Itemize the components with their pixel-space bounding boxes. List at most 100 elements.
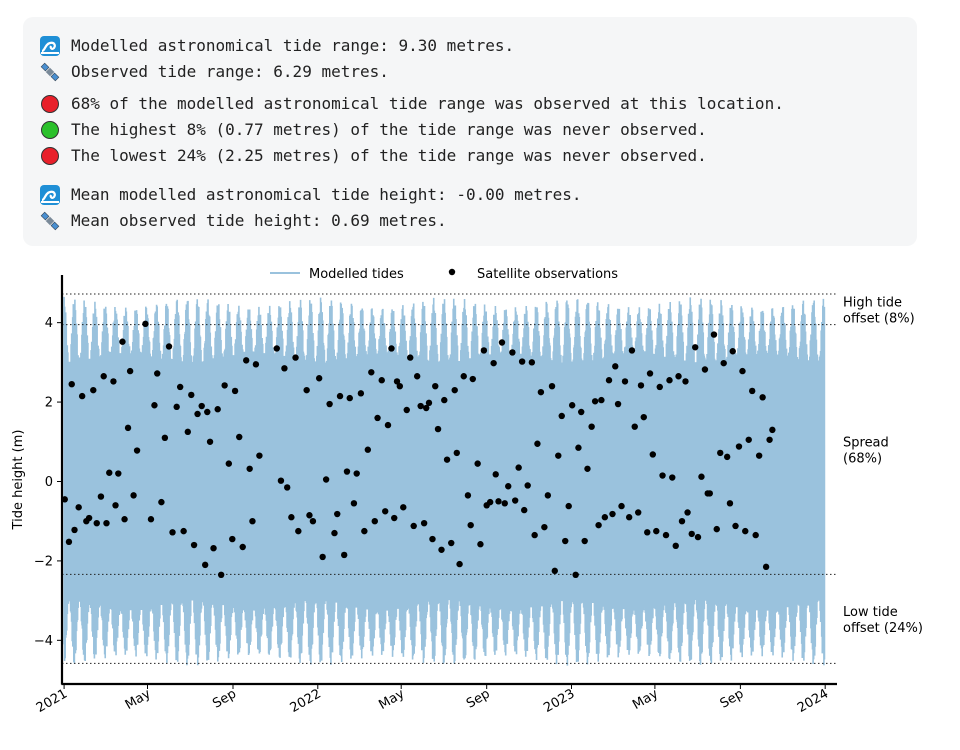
- observation-point: [154, 370, 161, 377]
- observation-point: [417, 402, 424, 410]
- modelled-tides-series: [63, 296, 826, 666]
- observation-point: [612, 363, 619, 370]
- observation-point: [688, 530, 695, 538]
- observation-point: [759, 394, 766, 401]
- observation-point: [388, 345, 395, 352]
- observation-point: [165, 343, 173, 350]
- x-tick-label: 2021: [34, 686, 70, 716]
- observation-point: [480, 347, 488, 354]
- observation-point: [653, 527, 660, 535]
- satellite-icon: [39, 61, 61, 83]
- observation-point: [713, 525, 720, 533]
- summary-text: Observed tide range: 6.29 metres.: [71, 62, 389, 81]
- observation-point: [378, 377, 385, 384]
- observation-point: [531, 531, 538, 539]
- observation-point: [126, 367, 134, 375]
- observation-point: [214, 406, 221, 413]
- observation-point: [628, 347, 636, 354]
- observation-point: [161, 434, 169, 442]
- observation-point: [441, 396, 448, 404]
- observation-point: [331, 529, 338, 537]
- observation-point: [635, 509, 642, 516]
- wave-icon: [39, 184, 61, 206]
- observation-point: [469, 375, 476, 383]
- observation-point: [739, 367, 746, 375]
- observation-point: [749, 387, 756, 395]
- observation-point: [353, 470, 360, 477]
- observation-point: [572, 571, 579, 579]
- observation-point: [698, 473, 705, 480]
- observation-point: [501, 500, 508, 507]
- observation-point: [682, 378, 689, 385]
- observation-point: [631, 423, 638, 430]
- observation-point: [495, 498, 502, 505]
- observation-point: [732, 522, 739, 530]
- observation-point: [692, 344, 699, 351]
- observation-point: [71, 526, 78, 534]
- observation-point: [391, 514, 398, 522]
- observation-point: [528, 359, 536, 366]
- observation-point: [176, 383, 184, 391]
- observation-point: [217, 571, 225, 579]
- annotation-line: Low tide: [843, 605, 898, 620]
- observation-point: [97, 493, 105, 500]
- observation-point: [393, 378, 401, 385]
- observation-point: [340, 551, 348, 559]
- observation-point: [521, 506, 528, 514]
- observation-point: [568, 402, 576, 409]
- observation-point: [184, 428, 192, 436]
- observation-point: [403, 406, 410, 414]
- observation-point: [467, 521, 474, 529]
- reference-lines: [62, 293, 837, 664]
- annotation-line: (68%): [843, 452, 882, 467]
- observation-point: [490, 359, 497, 367]
- observation-point: [548, 382, 556, 390]
- x-tick-label: Sep: [210, 686, 239, 711]
- observation-point: [492, 471, 499, 478]
- observation-point: [180, 527, 187, 535]
- observation-point: [614, 400, 622, 408]
- observation-point: [103, 519, 110, 527]
- observation-point: [413, 373, 421, 380]
- observation-point: [581, 537, 588, 545]
- observation-point: [464, 492, 472, 499]
- annotation-line: High tide: [843, 296, 902, 311]
- observation-point: [309, 517, 317, 525]
- observation-point: [434, 425, 442, 433]
- observation-point: [210, 544, 217, 552]
- observation-point: [236, 433, 243, 441]
- observation-point: [453, 449, 460, 457]
- observation-point: [625, 514, 633, 521]
- x-tick-label: May: [123, 686, 154, 713]
- observation-point: [598, 396, 605, 404]
- observation-point: [322, 476, 330, 483]
- observation-point: [315, 375, 323, 382]
- y-tick-label: 4: [45, 316, 53, 331]
- observation-point: [766, 436, 773, 443]
- observation-point: [565, 502, 572, 510]
- observation-point: [343, 468, 351, 475]
- observation-point: [90, 386, 97, 394]
- annotation-label: Spread (68%): [843, 436, 889, 467]
- observation-point: [601, 514, 609, 521]
- observation-point: [147, 516, 155, 523]
- legend: Modelled tides Satellite observations: [270, 267, 618, 282]
- observation-point: [456, 560, 463, 568]
- summary-line-mean-observed: Mean observed tide height: 0.69 metres.: [39, 210, 447, 232]
- observation-point: [591, 398, 599, 405]
- observation-point: [720, 359, 727, 367]
- observation-point: [735, 443, 743, 450]
- annotation-line: offset (24%): [843, 621, 923, 636]
- observation-point: [518, 358, 526, 365]
- observation-point: [75, 504, 82, 511]
- observation-point: [537, 388, 545, 396]
- observation-point: [326, 400, 333, 408]
- observation-point: [336, 392, 344, 400]
- observation-point: [451, 386, 458, 394]
- tide-summary-panel: Modelled astronomical tide range: 9.30 m…: [23, 17, 917, 246]
- observation-point: [65, 538, 73, 546]
- observation-point: [361, 527, 368, 535]
- observation-point: [334, 510, 341, 518]
- observation-point: [124, 424, 132, 432]
- observation-point: [678, 517, 686, 525]
